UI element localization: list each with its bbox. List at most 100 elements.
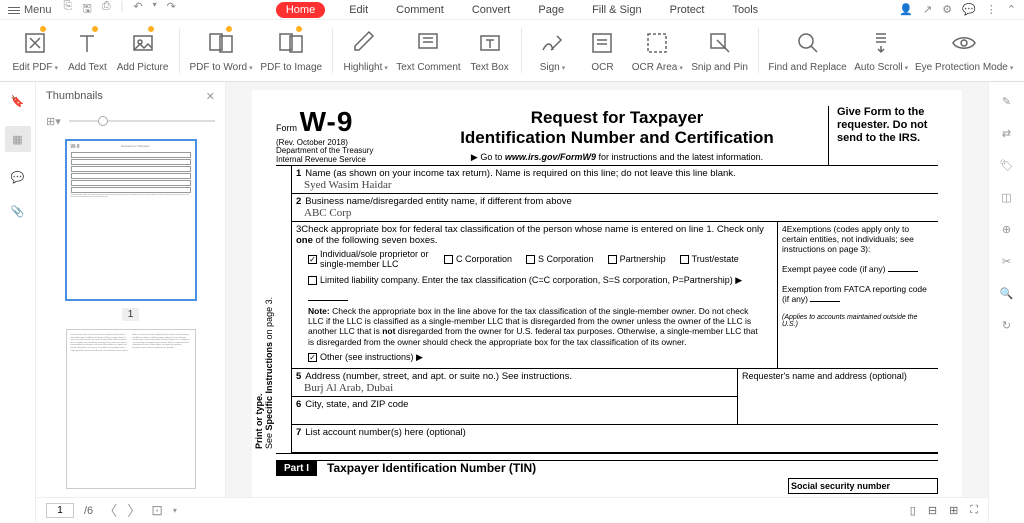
tab-home[interactable]: Home [276, 2, 325, 18]
thumbnail-zoom-slider[interactable] [69, 120, 215, 122]
snip-pin-button[interactable]: Snip and Pin [687, 24, 752, 77]
page-total: /6 [84, 505, 93, 517]
field-6[interactable]: 6City, state, and ZIP code [292, 397, 737, 425]
field-6-label: City, state, and ZIP code [305, 399, 408, 410]
checkbox-individual[interactable]: ✓Individual/sole proprietor or single-me… [308, 249, 430, 269]
undo-dropdown-icon[interactable]: ▾ [153, 0, 157, 19]
fit-dropdown-icon[interactable]: ▾ [173, 506, 177, 515]
llc-note: Note: Check the appropriate box in the l… [296, 304, 773, 349]
field-5[interactable]: 5Address (number, street, and apt. or su… [292, 369, 737, 397]
user-icon[interactable]: 👤 [899, 3, 913, 16]
feedback-icon[interactable]: 💬 [962, 3, 976, 16]
checkbox-llc[interactable]: Limited liability company. Enter the tax… [308, 275, 742, 286]
ocr-area-icon [644, 30, 670, 56]
sign-button[interactable]: Sign▾ [527, 24, 577, 77]
attachments-panel-icon[interactable]: 📎 [9, 202, 27, 220]
add-picture-button[interactable]: Add Picture [112, 24, 172, 77]
checkbox-other[interactable]: ✓Other (see instructions) ▶ [308, 352, 423, 363]
bookmark-panel-icon[interactable]: 🔖 [9, 92, 27, 110]
prev-page-button[interactable]: 〈 [103, 501, 117, 521]
view-continuous-icon[interactable]: ⊟ [928, 504, 937, 517]
fit-width-icon[interactable]: ⊡ [151, 502, 163, 519]
exempt-payee[interactable]: Exempt payee code (if any) [782, 264, 934, 274]
more-icon[interactable]: ⋮ [986, 3, 997, 16]
rotate-tool-icon[interactable]: ↻ [998, 316, 1016, 334]
tab-convert[interactable]: Convert [468, 2, 515, 18]
add-text-button[interactable]: Add Text [62, 24, 112, 77]
eye-protection-button[interactable]: Eye Protection Mode▾ [912, 24, 1016, 77]
field-1-label: Name (as shown on your income tax return… [305, 168, 735, 179]
give-form-notice: Give Form to the requester. Do not send … [828, 106, 938, 165]
pdf-to-image-button[interactable]: PDF to Image [257, 24, 327, 77]
view-single-icon[interactable]: ▯ [910, 504, 916, 517]
thumbnails-panel-icon[interactable]: ▦ [5, 126, 31, 152]
edit-pdf-button[interactable]: Edit PDF▾ [8, 24, 62, 77]
settings-icon[interactable]: ⚙ [942, 3, 952, 16]
tab-edit[interactable]: Edit [345, 2, 372, 18]
compress-tool-icon[interactable]: ◫ [998, 188, 1016, 206]
tab-fillsign[interactable]: Fill & Sign [588, 2, 646, 18]
close-thumbnails-icon[interactable]: ✕ [206, 90, 215, 103]
expand-icon[interactable]: ⌃ [1007, 3, 1016, 16]
ocr-button[interactable]: OCR [577, 24, 627, 77]
undo-icon[interactable]: ↶ [133, 0, 142, 19]
pdf-to-word-icon [208, 30, 234, 56]
snip-icon [707, 30, 733, 56]
text-comment-button[interactable]: Text Comment [392, 24, 464, 77]
ocr-area-button[interactable]: OCR Area▾ [627, 24, 687, 77]
view-grid-icon[interactable]: ⊞ [949, 504, 958, 517]
stamp-tool-icon[interactable]: 🏷 [998, 156, 1016, 174]
form-title-2: Identification Number and Certification [414, 128, 820, 148]
redo-icon[interactable]: ↷ [167, 0, 176, 19]
comments-panel-icon[interactable]: 💬 [9, 168, 27, 186]
print-icon[interactable]: ⎙ [102, 0, 111, 19]
share-icon[interactable]: ↗ [923, 3, 932, 16]
field-1[interactable]: 1Name (as shown on your income tax retur… [292, 166, 938, 194]
eye-icon [951, 30, 977, 56]
merge-tool-icon[interactable]: ⊕ [998, 220, 1016, 238]
field-5-value: Burj Al Arab, Dubai [304, 382, 733, 394]
menu-button[interactable]: Menu [8, 4, 52, 16]
highlight-button[interactable]: Highlight▾ [339, 24, 392, 77]
search-icon [795, 30, 821, 56]
add-picture-icon [130, 30, 156, 56]
field-1-value: Syed Wasim Haidar [304, 179, 934, 191]
fatca-exemption[interactable]: Exemption from FATCA reporting code (if … [782, 284, 934, 304]
fatca-applies: (Applies to accounts maintained outside … [782, 314, 934, 328]
field-5-label: Address (number, street, and apt. or sui… [305, 371, 572, 382]
checkbox-trust[interactable]: Trust/estate [680, 249, 739, 269]
tab-comment[interactable]: Comment [392, 2, 448, 18]
page-thumbnail-2[interactable]: Lorem ipsum dolor sit amet consectetur a… [66, 329, 196, 489]
page-thumbnail-1[interactable]: W-9Request for Taxpayer Lorem ipsum dolo… [66, 140, 196, 300]
fullscreen-icon[interactable]: ⛶ [970, 504, 978, 517]
checkbox-scorp[interactable]: S Corporation [526, 249, 594, 269]
field-7[interactable]: 7List account number(s) here (optional) [292, 425, 938, 453]
auto-scroll-button[interactable]: Auto Scroll▾ [850, 24, 912, 77]
text-box-button[interactable]: Text Box [465, 24, 515, 77]
edit-tool-icon[interactable]: ✎ [998, 92, 1016, 110]
convert-tool-icon[interactable]: ⇄ [998, 124, 1016, 142]
zoom-tool-icon[interactable]: 🔍 [998, 284, 1016, 302]
tab-page[interactable]: Page [534, 2, 568, 18]
pdf-to-image-icon [278, 30, 304, 56]
pdf-page: Form W-9 (Rev. October 2018) Department … [252, 90, 962, 523]
tab-tools[interactable]: Tools [728, 2, 762, 18]
find-replace-button[interactable]: Find and Replace [765, 24, 850, 77]
thumbnails-options-icon[interactable]: ⊞▾ [46, 115, 61, 128]
open-icon[interactable]: ⎘ [64, 0, 73, 19]
page-number-input[interactable] [46, 503, 74, 518]
field-2-label: Business name/disregarded entity name, i… [305, 196, 572, 207]
checkbox-partnership[interactable]: Partnership [608, 249, 666, 269]
crop-tool-icon[interactable]: ✂ [998, 252, 1016, 270]
requester-address[interactable]: Requester's name and address (optional) [738, 369, 938, 425]
next-page-button[interactable]: 〉 [127, 501, 141, 521]
tab-protect[interactable]: Protect [666, 2, 709, 18]
pdf-to-word-button[interactable]: PDF to Word▾ [186, 24, 257, 77]
checkbox-ccorp[interactable]: C Corporation [444, 249, 512, 269]
auto-scroll-icon [868, 30, 894, 56]
thumbnails-title: Thumbnails [46, 90, 103, 102]
field-2[interactable]: 2Business name/disregarded entity name, … [292, 194, 938, 222]
field-7-label: List account number(s) here (optional) [305, 427, 466, 438]
form-title-1: Request for Taxpayer [414, 108, 820, 128]
save-icon[interactable]: 🖫 [82, 0, 91, 19]
